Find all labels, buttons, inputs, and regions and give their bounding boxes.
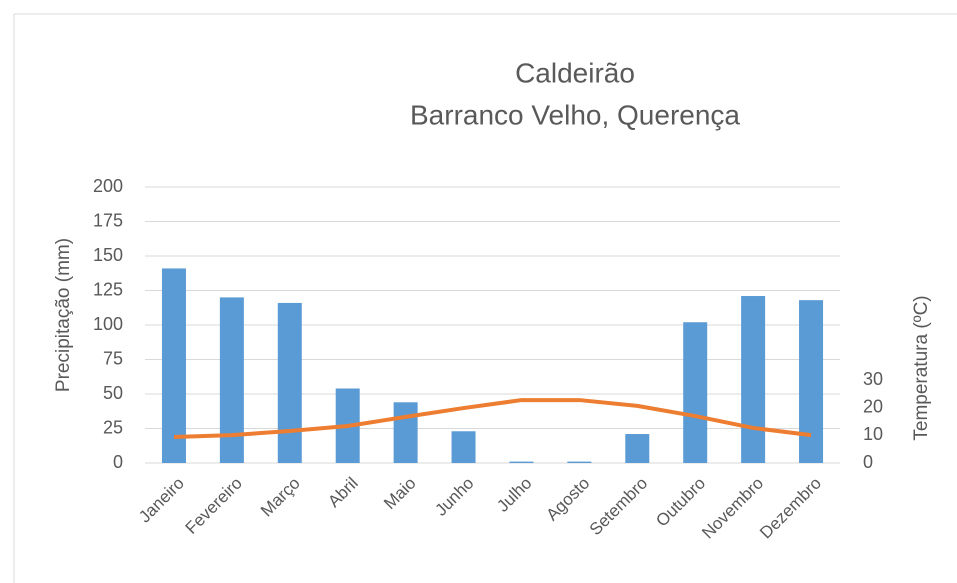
y-tick-label: 100	[93, 314, 123, 334]
bar	[219, 297, 244, 463]
bar	[567, 461, 592, 463]
bar	[509, 461, 534, 463]
y2-axis-title: Temperatura (ºC)	[911, 295, 932, 440]
y2-tick-label: 0	[863, 452, 873, 472]
y-tick-label: 200	[93, 176, 123, 196]
bar	[683, 322, 708, 463]
bar	[277, 302, 302, 463]
bar	[451, 431, 476, 463]
y-axis-title: Precipitação (mm)	[53, 238, 74, 392]
bar	[741, 296, 766, 463]
y2-tick-label: 30	[863, 369, 883, 389]
y-tick-label: 125	[93, 279, 123, 299]
y-tick-label: 0	[113, 452, 123, 472]
y2-tick-label: 10	[863, 424, 883, 444]
bar	[161, 268, 186, 463]
y2-tick-label: 20	[863, 397, 883, 417]
chart-subtitle: Barranco Velho, Querença	[410, 99, 740, 130]
line	[173, 398, 812, 440]
y-tick-label: 25	[103, 417, 123, 437]
bar	[799, 300, 824, 463]
bar	[625, 434, 650, 463]
y-tick-label: 175	[93, 210, 123, 230]
y-tick-label: 50	[103, 383, 123, 403]
chart-title: Caldeirão	[515, 57, 635, 88]
y-tick-label: 150	[93, 245, 123, 265]
y-tick-label: 75	[103, 348, 123, 368]
bar	[393, 402, 418, 463]
